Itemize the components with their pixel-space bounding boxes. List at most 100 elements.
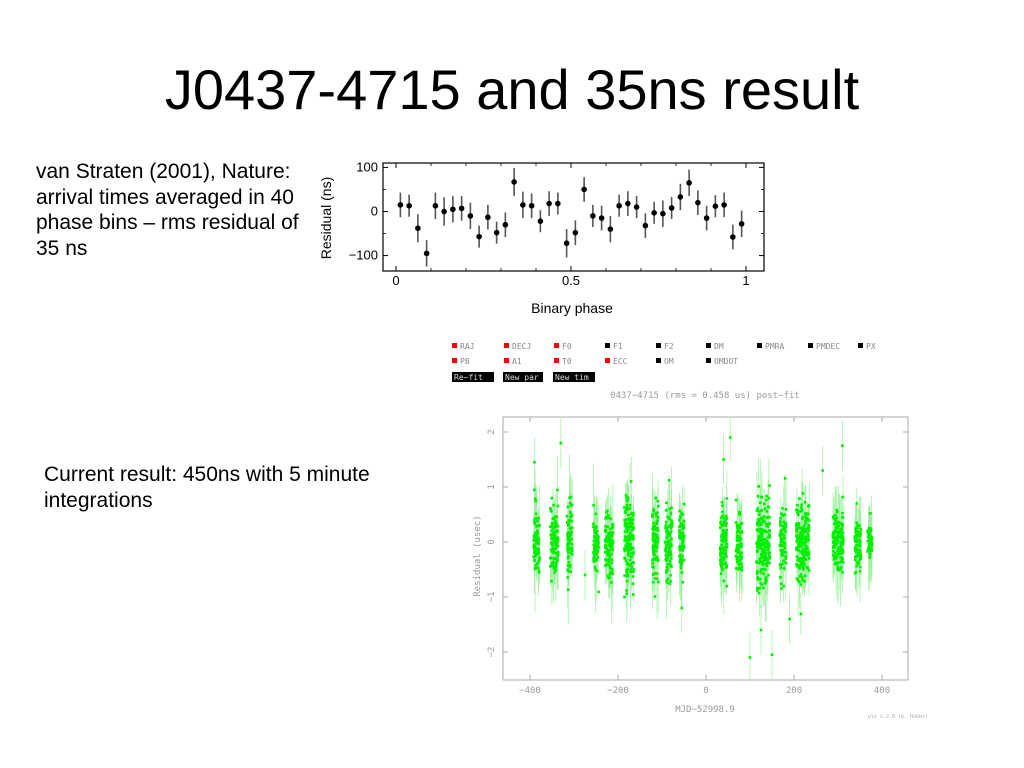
residual-point (625, 592, 629, 595)
residual-point (738, 510, 741, 514)
residual-point (609, 548, 613, 551)
param-checkbox[interactable] (656, 358, 661, 363)
residual-point (721, 529, 725, 533)
residual-point (670, 556, 673, 560)
residual-point (799, 506, 803, 510)
residual-point (626, 574, 630, 578)
residual-point (803, 542, 806, 546)
residual-point (559, 441, 563, 445)
tempo-button[interactable] (503, 372, 543, 382)
param-checkbox[interactable] (605, 343, 610, 348)
residual-point (532, 543, 536, 547)
residual-point (630, 555, 634, 559)
param-checkbox[interactable] (808, 343, 813, 348)
residual-point (767, 554, 771, 557)
residual-point (682, 526, 686, 530)
residual-point (756, 542, 759, 545)
residual-point (807, 504, 811, 507)
residual-point (765, 510, 769, 513)
residual-point (833, 542, 836, 546)
residual-point (680, 546, 684, 550)
residual-point (756, 518, 760, 522)
residual-point (758, 517, 761, 521)
residual-point (629, 569, 632, 572)
residual-point (566, 568, 570, 572)
tempo-button[interactable] (452, 372, 494, 382)
residual-point (734, 554, 738, 558)
residual-point (835, 510, 839, 514)
residual-point (739, 537, 743, 540)
residual-point (838, 561, 842, 564)
residual-point (801, 542, 804, 546)
residual-point (566, 543, 569, 546)
param-checkbox[interactable] (452, 343, 457, 348)
residual-point (737, 566, 741, 570)
residual-point (606, 509, 609, 513)
residual-point (797, 557, 801, 560)
residual-point (654, 496, 657, 500)
param-checkbox[interactable] (554, 343, 559, 348)
residual-point (805, 527, 809, 530)
param-checkbox[interactable] (706, 343, 711, 348)
residual-point (555, 545, 558, 548)
residual-point (835, 537, 838, 541)
residual-point (760, 509, 764, 512)
residual-point (534, 554, 537, 558)
residual-point (596, 534, 600, 538)
residual-point (668, 547, 671, 551)
residual-point (568, 496, 571, 500)
param-checkbox[interactable] (504, 358, 509, 363)
residual-point (758, 510, 761, 513)
data-point (467, 213, 474, 219)
residual-point (533, 536, 537, 540)
param-checkbox[interactable] (452, 358, 457, 363)
residual-point (797, 522, 801, 525)
param-checkbox[interactable] (706, 358, 711, 363)
residual-point (779, 541, 783, 544)
residual-point (631, 522, 635, 526)
residual-point (628, 519, 632, 522)
residual-point (594, 539, 598, 542)
residual-point (604, 550, 607, 554)
residual-point (807, 526, 810, 530)
residual-point (594, 541, 598, 545)
residual-point (841, 551, 845, 554)
residual-point (723, 536, 727, 540)
residual-point (765, 539, 769, 543)
residual-point (853, 571, 857, 575)
param-checkbox[interactable] (504, 343, 509, 348)
residual-point (669, 544, 673, 548)
param-checkbox[interactable] (554, 358, 559, 363)
residual-point (604, 559, 608, 562)
residual-point (624, 536, 627, 540)
residual-point (595, 532, 598, 536)
residual-point (807, 512, 810, 516)
residual-point (626, 563, 630, 566)
param-checkbox[interactable] (656, 343, 661, 348)
residual-point (609, 527, 612, 531)
param-checkbox[interactable] (605, 358, 610, 363)
residual-point (781, 514, 784, 517)
param-checkbox[interactable] (757, 343, 762, 348)
residual-point (593, 529, 596, 532)
param-checkbox[interactable] (858, 343, 863, 348)
residual-point (679, 548, 683, 552)
residual-point (628, 503, 632, 507)
residual-point (870, 543, 874, 546)
residual-point (682, 519, 686, 523)
data-point (703, 215, 710, 221)
residual-point (766, 562, 769, 565)
residual-point (780, 553, 784, 557)
residual-point (651, 535, 655, 538)
residual-point (866, 532, 870, 535)
param-label: DM (714, 342, 724, 351)
tempo-button[interactable] (553, 372, 595, 382)
residual-point (724, 531, 728, 535)
residual-point (839, 549, 843, 553)
residual-point (720, 522, 723, 525)
residual-point (725, 528, 729, 532)
residual-point (611, 541, 615, 544)
residual-point (610, 543, 614, 547)
residual-point (839, 546, 843, 550)
residual-point (626, 536, 630, 540)
